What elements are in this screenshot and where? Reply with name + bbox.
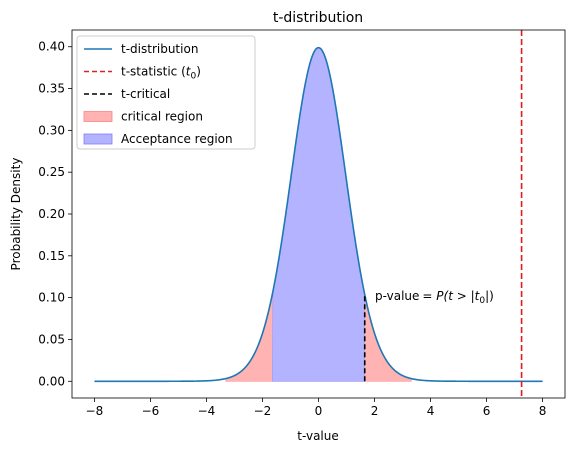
annotation-formula: = P(t > |t — [422, 289, 480, 303]
legend-label: Acceptance region — [121, 132, 233, 146]
y-tick-label: 0.15 — [38, 249, 65, 263]
p-value-annotation: p-value = P(t > |t0|) — [375, 289, 494, 306]
x-tick-label: 6 — [483, 404, 491, 418]
x-tick-label: 8 — [539, 404, 547, 418]
y-tick-label: 0.30 — [38, 123, 65, 137]
chart-title: t-distribution — [273, 10, 363, 26]
annotation-suffix: |) — [485, 289, 494, 303]
x-tick-label: 0 — [315, 404, 323, 418]
legend-label: critical region — [121, 110, 203, 124]
annotation-sub: 0 — [479, 296, 485, 306]
x-axis-ticks: −8 −6 −4 −2 0 2 4 6 8 — [86, 398, 547, 418]
annotation-prefix: p-value — [375, 289, 419, 303]
legend-swatch — [83, 111, 113, 122]
legend-label: t-distribution — [121, 42, 198, 56]
x-tick-label: 4 — [427, 404, 435, 418]
t-distribution-curve — [94, 46, 543, 383]
y-tick-label: 0.05 — [38, 332, 65, 346]
y-tick-label: 0.20 — [38, 207, 65, 221]
legend-label: t-critical — [121, 87, 170, 101]
y-axis-ticks: 0.00 0.05 0.10 0.15 0.20 0.25 0.30 0.35 0.40 — [38, 40, 72, 388]
legend-box — [76, 35, 256, 150]
legend-swatch — [83, 133, 113, 145]
y-tick-label: 0.10 — [38, 291, 65, 305]
y-tick-label: 0.40 — [38, 40, 65, 54]
x-tick-label: 2 — [371, 404, 379, 418]
plot-lines — [94, 30, 543, 398]
y-tick-label: 0.35 — [38, 82, 65, 96]
y-tick-label: 0.25 — [38, 165, 65, 179]
legend-label: t-statistic (t0) — [121, 65, 201, 82]
y-axis-label: Probability Density — [9, 158, 23, 271]
x-axis-label: t-value — [297, 429, 339, 443]
legend: t-distribution t-statistic (t0) t-critical… — [76, 35, 256, 150]
x-tick-label: −6 — [142, 404, 160, 418]
x-tick-label: −8 — [86, 404, 104, 418]
x-tick-label: −2 — [254, 404, 272, 418]
y-tick-label: 0.00 — [38, 374, 65, 388]
x-tick-label: −4 — [198, 404, 216, 418]
